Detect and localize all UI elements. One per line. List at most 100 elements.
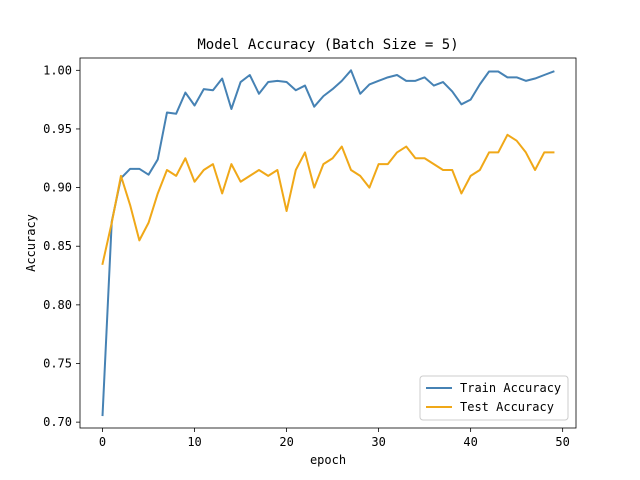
data-point xyxy=(102,263,104,265)
data-point xyxy=(387,163,389,165)
data-point xyxy=(488,151,490,153)
data-point xyxy=(424,157,426,159)
legend-label: Train Accuracy xyxy=(460,381,561,395)
data-point xyxy=(497,151,499,153)
data-point xyxy=(166,112,168,114)
data-point xyxy=(267,175,269,177)
legend-box xyxy=(419,375,569,421)
data-point xyxy=(497,70,499,72)
data-point xyxy=(295,89,297,91)
data-point xyxy=(442,81,444,83)
data-point xyxy=(249,175,251,177)
y-axis-label: Accuracy xyxy=(24,214,38,272)
data-point xyxy=(350,169,352,171)
data-point xyxy=(433,85,435,87)
data-point xyxy=(295,169,297,171)
data-point xyxy=(175,113,177,115)
data-point xyxy=(552,151,554,153)
data-point xyxy=(442,169,444,171)
x-axis-label: epoch xyxy=(310,453,346,467)
data-point xyxy=(396,74,398,76)
series-lines xyxy=(101,69,555,417)
y-tick-label: 0.80 xyxy=(43,298,72,312)
data-point xyxy=(120,175,122,177)
series-line-test-accuracy xyxy=(101,133,555,266)
data-point xyxy=(332,157,334,159)
data-point xyxy=(221,78,223,80)
data-point xyxy=(433,163,435,165)
data-point xyxy=(378,163,380,165)
y-tick-label: 0.95 xyxy=(43,122,72,136)
data-point xyxy=(313,187,315,189)
data-point xyxy=(184,92,186,94)
x-tick-label: 30 xyxy=(371,435,385,449)
data-point xyxy=(506,134,508,136)
data-point xyxy=(240,181,242,183)
data-point xyxy=(203,88,205,90)
data-point xyxy=(148,222,150,224)
data-point xyxy=(157,192,159,194)
data-point xyxy=(194,105,196,107)
data-point xyxy=(506,76,508,78)
y-tick-label: 0.85 xyxy=(43,239,72,253)
data-point xyxy=(396,151,398,153)
data-point xyxy=(552,70,554,72)
data-point xyxy=(230,163,232,165)
data-point xyxy=(221,192,223,194)
data-point xyxy=(414,157,416,159)
x-axis-ticks: 0 10 20 30 40 50 xyxy=(99,428,570,449)
data-point xyxy=(414,80,416,82)
data-point xyxy=(276,80,278,82)
data-point xyxy=(286,81,288,83)
data-point xyxy=(359,93,361,95)
data-point xyxy=(387,76,389,78)
data-point xyxy=(258,169,260,171)
data-point xyxy=(313,106,315,108)
data-point xyxy=(516,140,518,142)
data-point xyxy=(451,169,453,171)
legend-item: Train Accuracy xyxy=(426,381,561,395)
data-point xyxy=(212,89,214,91)
data-point xyxy=(525,151,527,153)
data-point xyxy=(129,168,131,170)
data-point xyxy=(424,76,426,78)
data-point xyxy=(368,83,370,85)
data-point xyxy=(175,175,177,177)
y-tick-label: 0.70 xyxy=(43,415,72,429)
data-point xyxy=(451,90,453,92)
data-point xyxy=(341,146,343,148)
chart-title: Model Accuracy (Batch Size = 5) xyxy=(197,37,458,53)
data-point xyxy=(543,151,545,153)
data-point xyxy=(322,95,324,97)
data-point xyxy=(488,70,490,72)
data-point xyxy=(460,192,462,194)
data-point xyxy=(534,169,536,171)
data-point xyxy=(111,222,113,224)
data-point xyxy=(157,158,159,160)
data-point xyxy=(212,163,214,165)
x-tick-label: 10 xyxy=(187,435,201,449)
data-point xyxy=(359,175,361,177)
data-point xyxy=(543,74,545,76)
data-point xyxy=(102,414,104,416)
data-point xyxy=(378,80,380,82)
data-point xyxy=(184,157,186,159)
y-tick-label: 0.75 xyxy=(43,356,72,370)
x-tick-label: 40 xyxy=(463,435,477,449)
data-point xyxy=(203,169,205,171)
x-tick-label: 20 xyxy=(279,435,293,449)
data-point xyxy=(405,146,407,148)
data-point xyxy=(148,174,150,176)
data-point xyxy=(470,175,472,177)
data-point xyxy=(525,80,527,82)
data-point xyxy=(258,93,260,95)
legend-label: Test Accuracy xyxy=(460,400,554,414)
data-point xyxy=(249,74,251,76)
data-point xyxy=(129,204,131,206)
data-point xyxy=(470,99,472,101)
data-point xyxy=(405,80,407,82)
data-point xyxy=(138,239,140,241)
data-point xyxy=(479,169,481,171)
plot-frame xyxy=(79,57,577,429)
